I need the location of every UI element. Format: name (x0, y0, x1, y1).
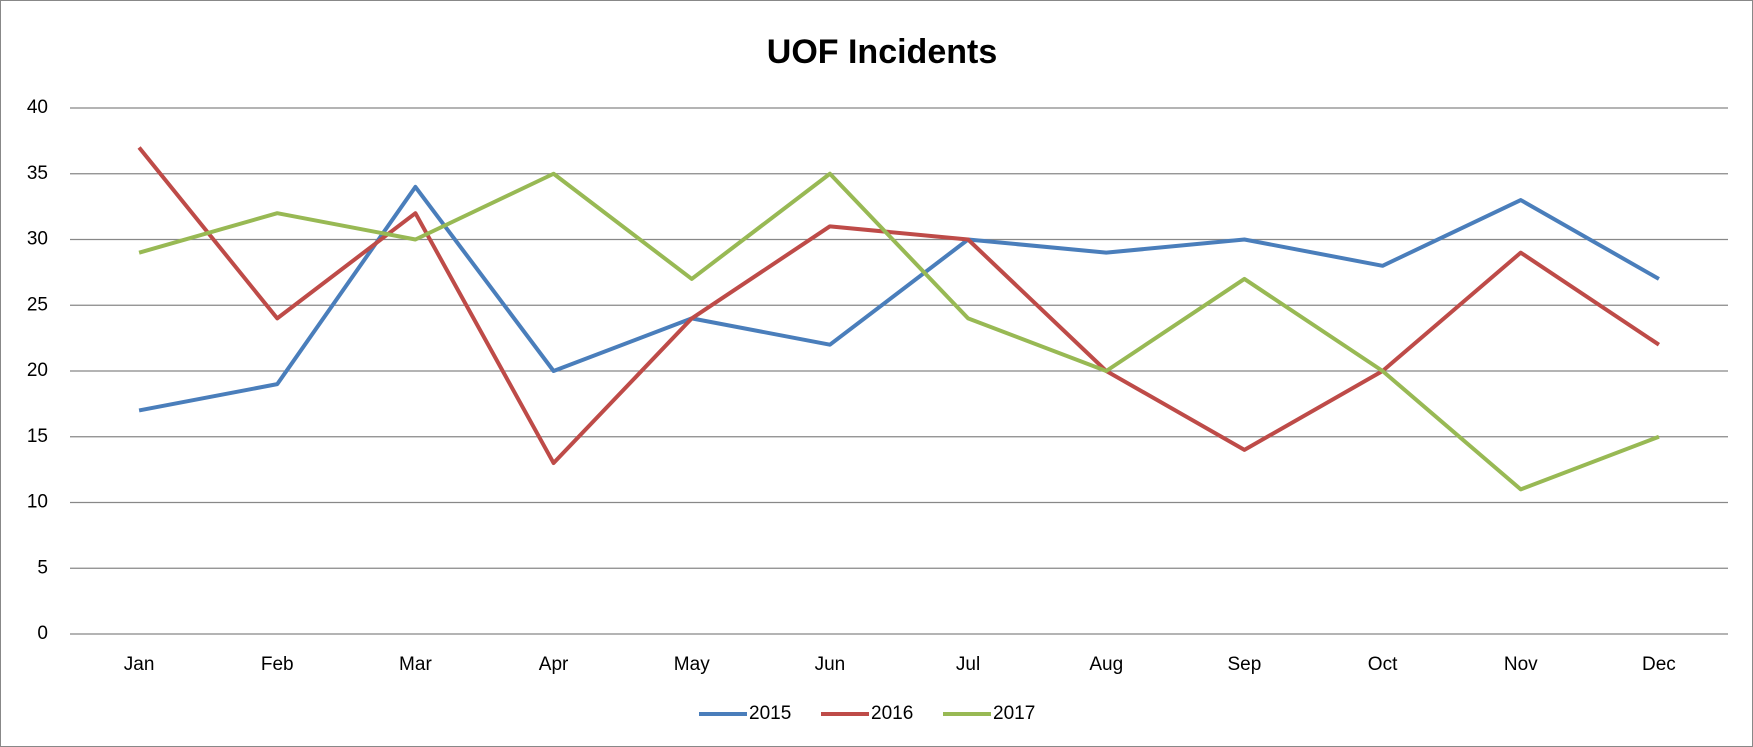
x-tick-label: Aug (1089, 654, 1123, 675)
x-tick-label: Sep (1228, 654, 1262, 675)
x-tick-label: Apr (539, 654, 569, 675)
series-line (138, 184, 1660, 413)
y-tick-label: 0 (37, 623, 48, 644)
y-tick-label: 40 (27, 97, 48, 118)
x-tick-label: Dec (1642, 654, 1676, 675)
x-tick-label: May (674, 654, 710, 675)
legend-label: 2016 (871, 703, 913, 724)
x-tick-label: Jul (956, 654, 980, 675)
y-tick-label: 30 (27, 229, 48, 250)
legend-label: 2015 (749, 703, 791, 724)
x-tick-label: Jan (124, 654, 155, 675)
x-tick-label: Oct (1368, 654, 1398, 675)
y-tick-label: 5 (37, 557, 48, 578)
x-tick-label: Nov (1504, 654, 1538, 675)
x-tick-label: Feb (261, 654, 294, 675)
y-tick-label: 25 (27, 294, 48, 315)
legend-label: 2017 (993, 703, 1035, 724)
x-tick-label: Jun (815, 654, 846, 675)
y-tick-label: 15 (27, 426, 48, 447)
chart-title: UOF Incidents (767, 33, 997, 71)
series-line (137, 146, 1661, 466)
x-tick-label: Mar (399, 654, 432, 675)
y-tick-label: 10 (27, 492, 48, 513)
series-line (138, 171, 1660, 492)
y-tick-label: 35 (27, 163, 48, 184)
y-tick-label: 20 (27, 360, 48, 381)
